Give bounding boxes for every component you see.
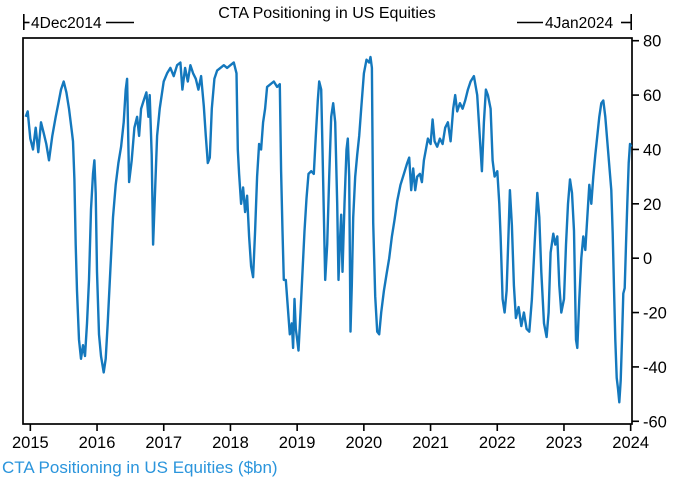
x-tick-label: 2016 [79,434,116,452]
x-tick-label: 2024 [612,434,649,452]
chart-footer-label: CTA Positioning in US Equities ($bn) [2,458,278,477]
range-end-label: 4Jan2024 [545,15,613,32]
range-annotation-end: 4Jan2024 [517,14,633,32]
range-start-label: 4Dec2014 [31,15,102,32]
y-tick-label: 40 [643,141,661,159]
x-tick-label: 2020 [345,434,382,452]
range-annotation-start: 4Dec2014 [22,14,134,32]
x-tick-label: 2023 [546,434,583,452]
x-tick-label: 2019 [279,434,316,452]
y-tick-label: -60 [643,413,667,431]
y-tick-label: 0 [643,250,652,268]
x-tick-label: 2022 [479,434,516,452]
x-tick-label: 2017 [145,434,182,452]
chart-title: CTA Positioning in US Equities [218,5,436,22]
x-tick-label: 2018 [212,434,249,452]
plot-content: 2015 2016 2017 2018 2019 2020 2021 2022 2023 2024… [12,33,667,452]
plot-border [22,37,633,425]
y-tick-label: 20 [643,196,661,214]
y-tick-label: 60 [643,87,661,105]
y-tick-label: -20 [643,305,667,323]
series-line [24,55,633,404]
y-tick-label: -40 [643,359,667,377]
x-tick-label: 2021 [412,434,449,452]
x-tick-label: 2015 [12,434,49,452]
y-tick-label: 80 [643,33,661,51]
